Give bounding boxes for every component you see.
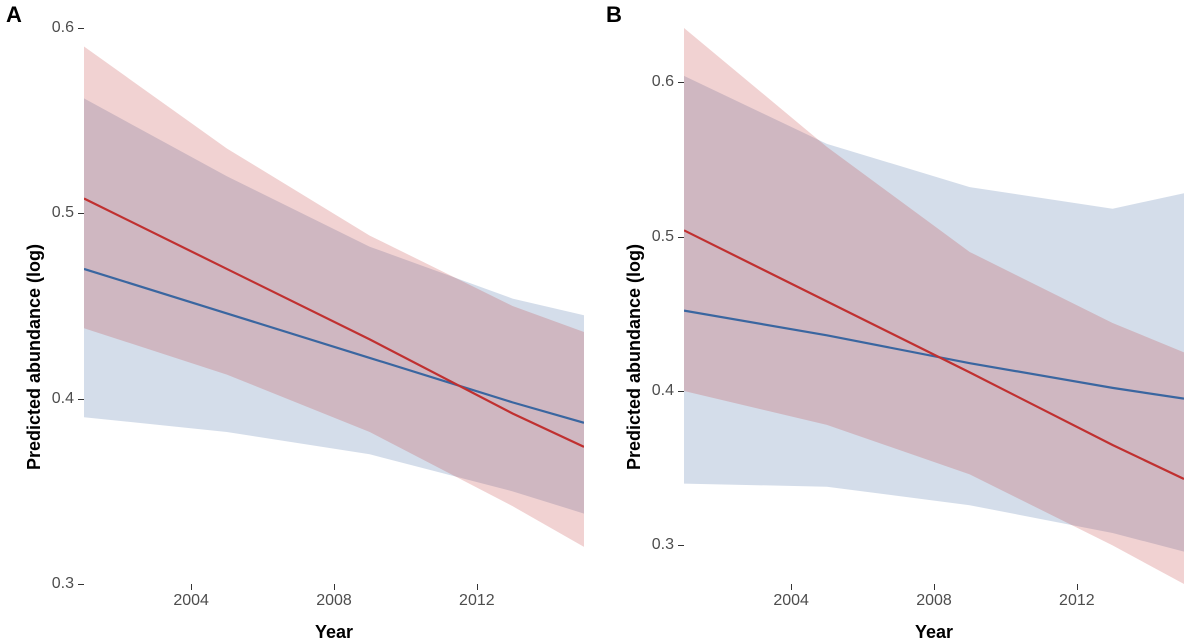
- panel-b-plot: [684, 28, 1184, 584]
- y-tick-label: 0.4: [40, 390, 74, 408]
- panel-a: A Predicted abundance (log) Year 0.3 0.4 0…: [0, 0, 600, 643]
- x-tick-label: 2004: [173, 592, 209, 610]
- panelA-ribbon-red: [84, 47, 584, 547]
- panel-a-svg: [84, 28, 584, 584]
- x-tick-mark: [1077, 584, 1078, 590]
- panel-a-plot: [84, 28, 584, 584]
- x-tick-mark: [477, 584, 478, 590]
- y-tick-mark: [78, 28, 84, 29]
- panel-b-x-title: Year: [684, 622, 1184, 643]
- y-tick-label: 0.4: [640, 382, 674, 400]
- x-tick-mark: [191, 584, 192, 590]
- x-tick-mark: [934, 584, 935, 590]
- panel-a-label: A: [6, 2, 22, 28]
- y-tick-label: 0.5: [640, 228, 674, 246]
- y-tick-label: 0.3: [640, 536, 674, 554]
- panel-b-svg: [684, 28, 1184, 584]
- y-tick-mark: [678, 391, 684, 392]
- x-tick-label: 2004: [773, 592, 809, 610]
- x-tick-mark: [334, 584, 335, 590]
- x-tick-label: 2008: [316, 592, 352, 610]
- y-tick-mark: [678, 82, 684, 83]
- panel-a-y-title: Predicted abundance (log): [24, 244, 45, 470]
- y-tick-label: 0.6: [40, 19, 74, 37]
- x-tick-mark: [791, 584, 792, 590]
- y-tick-mark: [78, 213, 84, 214]
- y-tick-mark: [678, 545, 684, 546]
- figure: A Predicted abundance (log) Year 0.3 0.4 0…: [0, 0, 1200, 643]
- y-tick-mark: [78, 399, 84, 400]
- panel-b: B Predicted abundance (log) Year 0.3 0.4 0…: [600, 0, 1200, 643]
- y-tick-label: 0.3: [40, 575, 74, 593]
- panel-b-y-title: Predicted abundance (log): [624, 244, 645, 470]
- panel-a-x-title: Year: [84, 622, 584, 643]
- x-tick-label: 2012: [459, 592, 495, 610]
- y-tick-mark: [78, 584, 84, 585]
- y-tick-mark: [678, 237, 684, 238]
- y-tick-label: 0.6: [640, 73, 674, 91]
- x-tick-label: 2012: [1059, 592, 1095, 610]
- y-tick-label: 0.5: [40, 204, 74, 222]
- panel-b-label: B: [606, 2, 622, 28]
- x-tick-label: 2008: [916, 592, 952, 610]
